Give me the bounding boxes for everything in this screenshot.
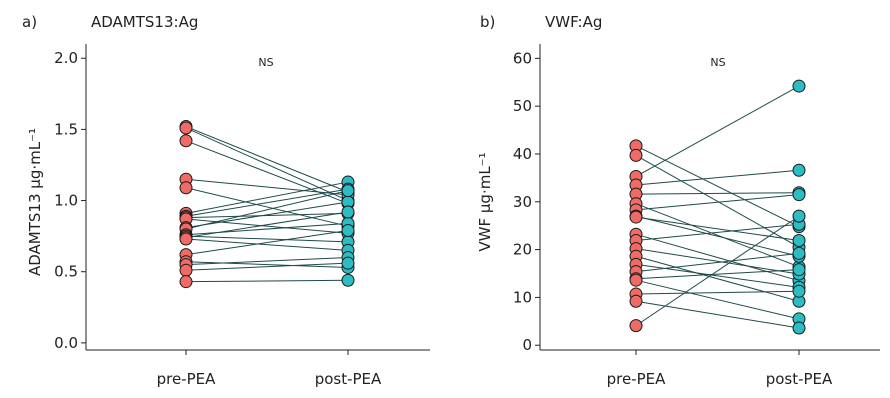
y-tick-label: 0.5 — [54, 263, 78, 281]
pre-pea-point — [179, 121, 193, 135]
post-pea-point — [341, 184, 355, 198]
paired-line — [635, 263, 800, 288]
pre-pea-point — [179, 275, 193, 289]
paired-line — [185, 256, 349, 266]
post-pea-point — [792, 163, 806, 177]
post-pea-point — [792, 234, 806, 248]
panel-a-pair-lines — [185, 126, 349, 283]
paired-line — [185, 238, 349, 251]
paired-line — [185, 190, 349, 230]
paired-line — [635, 169, 800, 186]
panel-a: a) ADAMTS13:Ag ADAMTS13 µg·mL⁻¹ NS 0.00.… — [22, 13, 430, 388]
paired-line — [185, 188, 349, 217]
y-tick-label: 20 — [513, 241, 532, 259]
panel-a-title: ADAMTS13:Ag — [91, 13, 198, 31]
y-tick-label: 0 — [522, 336, 532, 354]
post-pea-point — [792, 321, 806, 335]
y-tick-label: 50 — [513, 97, 532, 115]
paired-line — [185, 127, 349, 202]
panel-b-points — [629, 79, 806, 335]
y-tick-label: 40 — [513, 145, 532, 163]
paired-line — [635, 215, 800, 257]
post-pea-point — [341, 273, 355, 287]
panel-a-significance-label: NS — [258, 56, 273, 69]
panel-b: b) VWF:Ag VWF µg·mL⁻¹ NS 0 10 20 30 40 50 60 pr… — [476, 13, 880, 388]
y-tick-label: 60 — [513, 49, 532, 67]
paired-line — [185, 201, 349, 229]
pre-pea-point — [629, 210, 643, 224]
pre-pea-point — [179, 263, 193, 277]
panel-b-letter: b) — [480, 13, 495, 31]
paired-line — [635, 216, 800, 242]
paired-line — [635, 233, 800, 282]
pre-pea-point — [179, 134, 193, 148]
pre-pea-point — [179, 181, 193, 195]
paired-line — [635, 255, 800, 302]
paired-line — [635, 192, 800, 195]
y-tick-label: 1.0 — [54, 192, 78, 210]
x-tick-label: pre-PEA — [157, 370, 217, 388]
paired-line — [635, 279, 800, 320]
post-pea-point — [792, 79, 806, 93]
post-pea-point — [792, 263, 806, 277]
y-tick-label: 10 — [513, 288, 532, 306]
paired-line — [185, 279, 349, 283]
paired-line — [635, 300, 800, 329]
paired-line — [185, 261, 349, 268]
post-pea-point — [341, 205, 355, 219]
pre-pea-point — [629, 273, 643, 287]
paired-line — [185, 140, 349, 204]
panel-b-pair-lines — [635, 85, 800, 329]
paired-line — [635, 290, 800, 295]
paired-line — [635, 252, 800, 273]
pre-pea-point — [179, 232, 193, 246]
panel-a-y-axis-title: ADAMTS13 µg·mL⁻¹ — [26, 128, 44, 276]
post-pea-point — [792, 284, 806, 298]
panel-a-letter: a) — [22, 13, 37, 31]
y-tick-label: 30 — [513, 193, 532, 211]
panel-b-axes: 0 10 20 30 40 50 60 pre-PEA post-PEA — [513, 44, 880, 388]
paired-line — [185, 126, 349, 193]
x-tick-label: post-PEA — [766, 370, 833, 388]
paired-line — [635, 194, 800, 211]
post-pea-point — [792, 209, 806, 223]
paired-line — [185, 187, 349, 227]
post-pea-point — [792, 188, 806, 202]
paired-line — [635, 248, 800, 275]
panel-b-y-axis-title: VWF µg·mL⁻¹ — [476, 152, 494, 251]
paired-line — [185, 235, 349, 243]
paired-line — [635, 145, 800, 228]
panel-b-significance-label: NS — [710, 56, 725, 69]
y-tick-label: 2.0 — [54, 49, 78, 67]
panel-a-axes: 0.0 0.5 1.0 1.5 2.0 pre-PEA post-PEA — [54, 44, 430, 388]
paired-line — [185, 178, 349, 196]
paired-line — [185, 229, 349, 256]
paired-line — [185, 212, 349, 219]
post-pea-point — [341, 223, 355, 237]
y-tick-label: 0.0 — [54, 334, 78, 352]
post-pea-point — [792, 246, 806, 260]
paired-line — [635, 215, 800, 327]
paired-line — [635, 269, 800, 280]
panel-a-points — [179, 120, 355, 289]
pre-pea-point — [629, 148, 643, 162]
post-pea-point — [341, 256, 355, 270]
y-tick-label: 1.5 — [54, 120, 78, 138]
paired-line — [185, 262, 349, 271]
x-tick-label: post-PEA — [315, 370, 382, 388]
paired-line — [635, 223, 800, 242]
x-tick-label: pre-PEA — [607, 370, 667, 388]
paired-line — [185, 218, 349, 234]
pre-pea-point — [629, 319, 643, 333]
pre-pea-point — [629, 294, 643, 308]
paired-line — [635, 85, 800, 177]
paired-line — [185, 211, 349, 239]
panel-b-title: VWF:Ag — [545, 13, 602, 31]
paired-line — [635, 154, 800, 248]
paired-line — [185, 181, 349, 214]
